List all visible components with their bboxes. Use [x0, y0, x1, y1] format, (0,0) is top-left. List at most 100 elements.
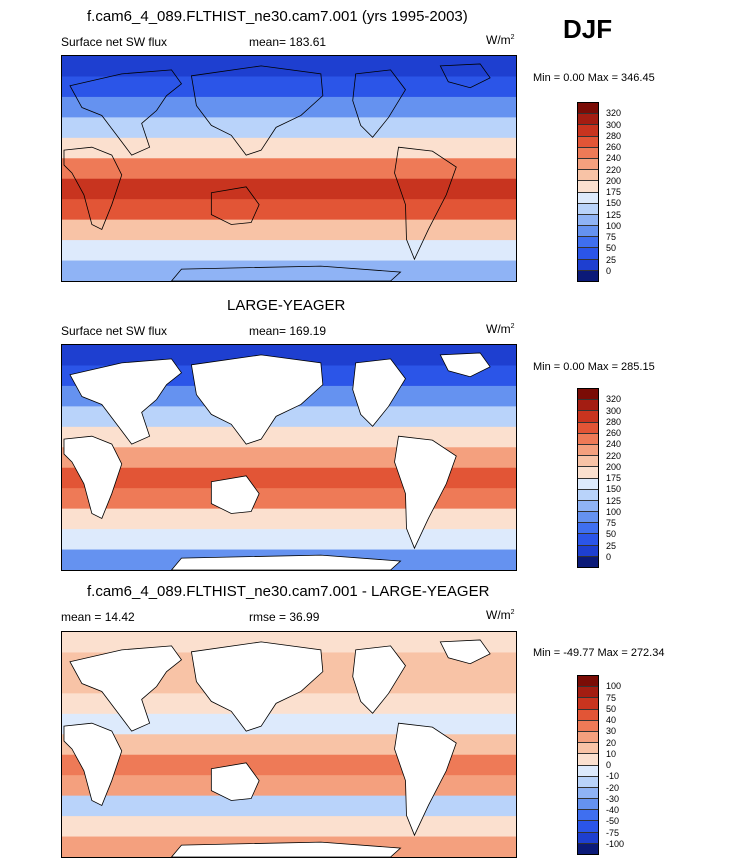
- colorbar-swatch: [578, 489, 598, 501]
- coastline: [352, 645, 406, 714]
- coastline: [352, 69, 406, 138]
- coastline: [352, 358, 406, 427]
- colorbar-swatch: [578, 832, 598, 844]
- colorbar-tick-label: -40: [606, 805, 620, 815]
- colorbar-swatch: [578, 411, 598, 423]
- colorbar-tick-label: 260: [606, 142, 622, 152]
- colorbar-swatch: [578, 512, 598, 524]
- coastline: [170, 265, 402, 281]
- colorbar-tick-label: 280: [606, 416, 622, 427]
- colorbar-swatch: [578, 523, 598, 535]
- colorbar-swatch: [578, 765, 598, 777]
- panel-3-minmax: Min = -49.77 Max = 272.34: [533, 647, 665, 659]
- colorbar-swatch: [578, 237, 598, 249]
- colorbar-swatch: [578, 799, 598, 811]
- colorbar-swatch: [578, 821, 598, 833]
- panel-3-mean-label: mean = 14.42: [61, 610, 135, 624]
- colorbar-tick-label: 20: [606, 737, 617, 748]
- colorbar-tick-label: -20: [606, 782, 620, 793]
- colorbar-tick-label: 75: [606, 232, 617, 242]
- panel-2-title: LARGE-YEAGER: [227, 297, 346, 314]
- colorbar-swatch: [578, 103, 598, 115]
- coastline: [69, 69, 183, 156]
- colorbar-swatch: [578, 170, 598, 182]
- colorbar-swatch: [578, 843, 598, 854]
- colorbar-tick-label: 175: [606, 187, 622, 197]
- colorbar-swatch: [578, 389, 598, 401]
- coastline: [170, 841, 402, 857]
- panel-1-title: f.cam6_4_089.FLTHIST_ne30.cam7.001 (yrs …: [87, 8, 468, 25]
- colorbar-tick-label: 50: [606, 243, 617, 254]
- colorbar-swatch: [578, 125, 598, 137]
- coastline: [170, 554, 402, 570]
- colorbar-swatch: [578, 147, 598, 159]
- panel-2-map: [61, 344, 517, 571]
- zonal-band: [62, 508, 516, 530]
- colorbar-swatch: [578, 720, 598, 732]
- zonal-band: [62, 775, 516, 797]
- colorbar-swatch: [578, 676, 598, 688]
- colorbar-swatch: [578, 433, 598, 445]
- panel-3-rmse-label: rmse = 36.99: [249, 610, 320, 624]
- zonal-band: [62, 406, 516, 428]
- colorbar-swatch: [578, 534, 598, 546]
- zonal-band: [62, 345, 516, 367]
- colorbar-tick-label: 125: [606, 209, 622, 220]
- colorbar-tick-label: -100: [606, 838, 625, 849]
- colorbar-tick-label: 280: [606, 130, 622, 141]
- colorbar-swatch: [578, 181, 598, 193]
- zonal-band: [62, 96, 516, 118]
- colorbar-swatch: [578, 248, 598, 260]
- colorbar-tick-label: 100: [606, 220, 622, 231]
- colorbar-tick-label: 30: [606, 726, 617, 737]
- panel-3-map: [61, 631, 517, 858]
- colorbar-tick-label: 175: [606, 473, 622, 483]
- colorbar-swatch: [578, 698, 598, 710]
- colorbar-tick-label: 240: [606, 153, 622, 164]
- panel-1-map: [61, 55, 517, 282]
- zonal-band: [62, 178, 516, 200]
- colorbar-swatch: [578, 136, 598, 148]
- coastline: [190, 641, 324, 732]
- coastline: [63, 435, 123, 520]
- coastline: [210, 762, 260, 801]
- colorbar-tick-label: 0: [606, 265, 612, 276]
- colorbar-tick-label: 220: [606, 164, 622, 175]
- panel-1-variable-label: Surface net SW flux: [61, 35, 168, 49]
- colorbar-swatch: [578, 270, 598, 281]
- zonal-band: [62, 693, 516, 715]
- colorbar-tick-label: 0: [606, 760, 612, 770]
- panel-2-units: W/m2: [486, 322, 515, 336]
- colorbar-swatch: [578, 400, 598, 412]
- colorbar-swatch: [578, 226, 598, 238]
- colorbar-tick-label: 300: [606, 119, 622, 130]
- panel-3-colorbar: [577, 675, 599, 855]
- season-label: DJF: [563, 14, 613, 44]
- panel-2-map-field: [62, 345, 516, 570]
- panel-2-minmax: Min = 0.00 Max = 285.15: [533, 361, 655, 373]
- colorbar-tick-label: -50: [606, 816, 620, 827]
- zonal-band: [62, 158, 516, 180]
- coastline: [69, 358, 183, 445]
- coastline: [190, 65, 324, 156]
- zonal-band: [62, 488, 516, 510]
- zonal-band: [62, 219, 516, 241]
- colorbar-swatch: [578, 709, 598, 721]
- colorbar-tick-label: 200: [606, 461, 622, 472]
- colorbar-swatch: [578, 776, 598, 788]
- colorbar-tick-label: 25: [606, 540, 617, 551]
- colorbar-tick-label: 320: [606, 394, 622, 405]
- panel-2-variable-label: Surface net SW flux: [61, 324, 168, 338]
- colorbar-tick-label: 240: [606, 439, 622, 450]
- colorbar-tick-label: 40: [606, 715, 617, 725]
- panel-1-mean-label: mean= 183.61: [249, 35, 327, 49]
- colorbar-swatch: [578, 478, 598, 490]
- colorbar-swatch: [578, 114, 598, 126]
- colorbar-swatch: [578, 158, 598, 171]
- colorbar-tick-label: 300: [606, 405, 622, 416]
- colorbar-swatch: [578, 444, 598, 457]
- colorbar-tick-label: 75: [606, 518, 617, 528]
- coastline: [210, 186, 260, 225]
- zonal-band: [62, 137, 516, 159]
- colorbar-swatch: [578, 259, 598, 271]
